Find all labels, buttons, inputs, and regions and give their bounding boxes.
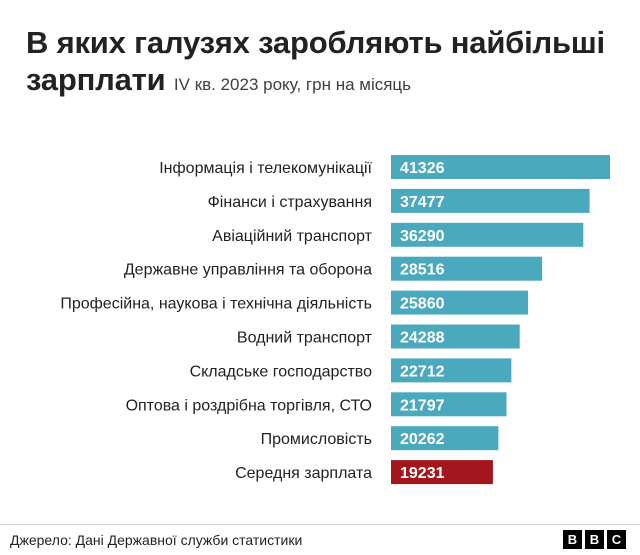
value-label: 19231: [400, 465, 445, 482]
bar: [391, 188, 590, 213]
value-label: 36290: [400, 228, 445, 245]
category-label: Середня зарплата: [235, 465, 372, 482]
bar: [391, 222, 584, 247]
bar: [391, 392, 507, 417]
category-label: Промисловість: [261, 431, 372, 448]
bbc-logo-letter: B: [585, 530, 604, 549]
bar: [391, 290, 529, 315]
average-bar: [391, 460, 493, 485]
bbc-logo: B B C: [563, 530, 626, 549]
category-label: Професійна, наукова і технічна діяльніст…: [60, 296, 372, 313]
value-label: 41326: [400, 160, 445, 177]
category-label: Фінанси і страхування: [208, 194, 372, 211]
chart-title-text: В яких галузях заробляють найбільші зарп…: [26, 25, 605, 97]
bar-chart: Інформація і телекомунікації 41326 Фінанси…: [60, 155, 610, 485]
bar: [391, 256, 543, 281]
value-label: 28516: [400, 262, 445, 279]
bar: [391, 324, 520, 349]
bbc-logo-letter: B: [563, 530, 582, 549]
value-label: 22712: [400, 363, 445, 380]
value-label: 20262: [400, 431, 445, 448]
category-label: Державне управління та оборона: [124, 262, 372, 279]
footer-divider: [0, 524, 640, 525]
chart-subtitle: IV кв. 2023 року, грн на місяць: [173, 75, 412, 94]
value-label: 24288: [400, 330, 445, 347]
value-label: 37477: [400, 194, 445, 211]
bar: [391, 426, 499, 451]
value-label: 25860: [400, 296, 445, 313]
category-label: Оптова і роздрібна торгівля, СТО: [126, 397, 372, 414]
category-label: Водний транспорт: [237, 330, 373, 347]
category-label: Інформація і телекомунікації: [159, 160, 372, 177]
bbc-logo-letter: C: [607, 530, 626, 549]
source-note: Джерело: Дані Державної служби статистик…: [10, 532, 303, 548]
category-label: Складське господарство: [190, 363, 373, 380]
bar: [391, 155, 610, 179]
value-label: 21797: [400, 397, 445, 414]
chart-title: В яких галузях заробляють найбільші зарп…: [26, 24, 626, 103]
category-label: Авіаційний транспорт: [212, 228, 373, 245]
bar: [391, 358, 512, 383]
